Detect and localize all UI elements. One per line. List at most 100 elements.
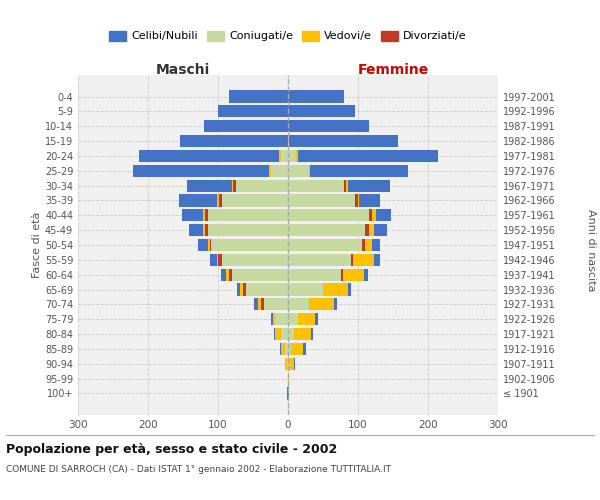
- Bar: [205, 209, 208, 222]
- Bar: [355, 194, 358, 206]
- Bar: [209, 239, 211, 251]
- Bar: [269, 164, 271, 177]
- Bar: [246, 284, 288, 296]
- Bar: [133, 164, 269, 177]
- Bar: [359, 194, 380, 206]
- Bar: [232, 268, 288, 281]
- Bar: [374, 254, 380, 266]
- Bar: [218, 106, 288, 118]
- Bar: [288, 358, 289, 370]
- Bar: [358, 194, 359, 206]
- Bar: [235, 180, 288, 192]
- Bar: [353, 254, 374, 266]
- Bar: [274, 328, 275, 340]
- Bar: [309, 298, 334, 310]
- Bar: [288, 180, 344, 192]
- Bar: [288, 90, 344, 102]
- Bar: [281, 343, 284, 355]
- Bar: [204, 120, 288, 132]
- Bar: [376, 209, 391, 222]
- Bar: [139, 150, 279, 162]
- Bar: [271, 313, 274, 326]
- Bar: [293, 358, 295, 370]
- Bar: [241, 284, 242, 296]
- Bar: [365, 224, 368, 236]
- Bar: [217, 254, 218, 266]
- Bar: [288, 224, 365, 236]
- Bar: [281, 328, 288, 340]
- Bar: [182, 209, 203, 222]
- Bar: [288, 388, 289, 400]
- Bar: [288, 284, 323, 296]
- Bar: [365, 239, 372, 251]
- Bar: [288, 372, 289, 384]
- Bar: [346, 180, 347, 192]
- Bar: [288, 239, 361, 251]
- Bar: [203, 224, 205, 236]
- Bar: [208, 209, 288, 222]
- Bar: [217, 194, 218, 206]
- Legend: Celibi/Nubili, Coniugati/e, Vedovi/e, Divorziati/e: Celibi/Nubili, Coniugati/e, Vedovi/e, Di…: [105, 26, 471, 46]
- Bar: [288, 328, 293, 340]
- Bar: [190, 224, 203, 236]
- Bar: [179, 135, 288, 147]
- Bar: [229, 268, 232, 281]
- Bar: [372, 239, 380, 251]
- Bar: [263, 298, 288, 310]
- Bar: [304, 343, 305, 355]
- Bar: [280, 343, 281, 355]
- Bar: [334, 298, 337, 310]
- Bar: [221, 254, 288, 266]
- Bar: [288, 164, 309, 177]
- Bar: [316, 313, 318, 326]
- Bar: [232, 180, 233, 192]
- Bar: [203, 209, 205, 222]
- Text: Popolazione per età, sesso e stato civile - 2002: Popolazione per età, sesso e stato civil…: [6, 442, 337, 456]
- Bar: [284, 358, 285, 370]
- Bar: [284, 343, 288, 355]
- Bar: [311, 328, 313, 340]
- Bar: [285, 358, 287, 370]
- Bar: [275, 313, 288, 326]
- Text: Anni di nascita: Anni di nascita: [586, 209, 596, 291]
- Bar: [288, 135, 289, 147]
- Bar: [344, 180, 346, 192]
- Bar: [218, 194, 221, 206]
- Bar: [288, 254, 351, 266]
- Bar: [310, 164, 409, 177]
- Bar: [258, 298, 262, 310]
- Bar: [288, 343, 291, 355]
- Bar: [221, 194, 288, 206]
- Bar: [364, 268, 368, 281]
- Bar: [368, 209, 372, 222]
- Bar: [273, 313, 275, 326]
- Bar: [288, 194, 355, 206]
- Bar: [372, 209, 376, 222]
- Bar: [209, 254, 217, 266]
- Bar: [347, 180, 389, 192]
- Bar: [254, 298, 258, 310]
- Bar: [289, 358, 293, 370]
- Bar: [309, 164, 310, 177]
- Bar: [179, 194, 217, 206]
- Bar: [288, 106, 355, 118]
- Bar: [287, 358, 288, 370]
- Bar: [208, 224, 288, 236]
- Bar: [226, 268, 229, 281]
- Bar: [221, 268, 226, 281]
- Bar: [298, 150, 438, 162]
- Bar: [218, 254, 221, 266]
- Bar: [198, 239, 208, 251]
- Bar: [288, 268, 341, 281]
- Bar: [298, 313, 316, 326]
- Bar: [361, 239, 365, 251]
- Bar: [242, 284, 246, 296]
- Bar: [351, 254, 353, 266]
- Y-axis label: Fasce di età: Fasce di età: [32, 212, 42, 278]
- Bar: [211, 239, 288, 251]
- Bar: [187, 180, 232, 192]
- Bar: [288, 209, 368, 222]
- Bar: [323, 284, 347, 296]
- Bar: [374, 224, 387, 236]
- Bar: [288, 150, 296, 162]
